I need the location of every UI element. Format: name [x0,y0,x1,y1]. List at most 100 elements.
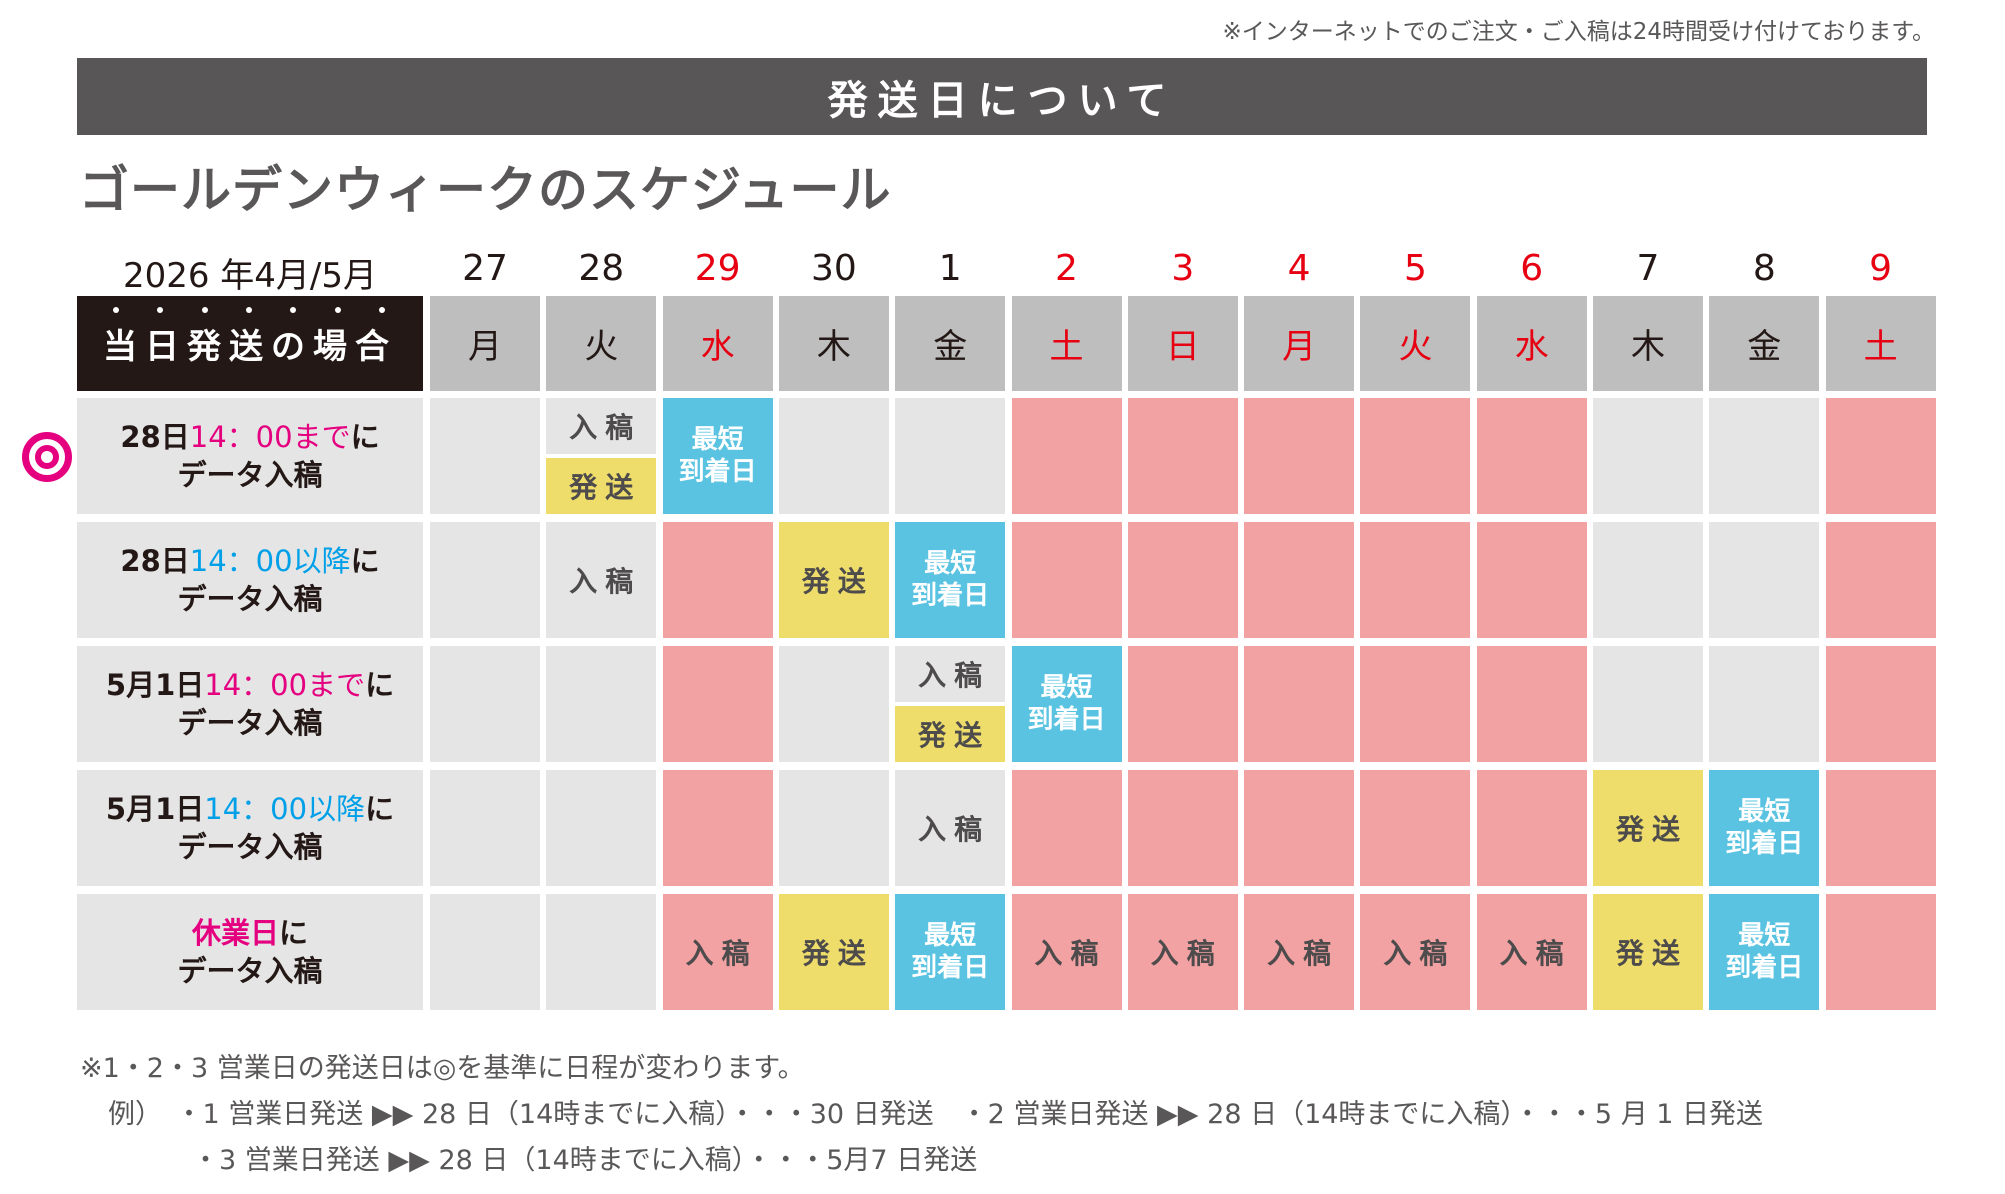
submit-half: 入稿 [546,398,657,454]
date-number: 2 [1055,248,1078,289]
schedule-cell [778,646,889,762]
schedule-cell [1476,770,1587,886]
schedule-cell [430,398,540,514]
date-number: 1 [938,248,962,289]
submit-label: 入稿 [918,659,991,692]
double-circle-marker-icon [22,432,72,482]
schedule-cell: 入稿 発送 [546,398,657,514]
banner-title: 発送日について [827,77,1177,124]
submit-label: 入稿 [918,813,991,846]
label-prefix: 5月1日 [105,792,205,826]
label-highlight: 14：00以降 [189,544,351,578]
schedule-cell [430,770,540,886]
arrival-label-line1: 最短 [1738,797,1791,827]
schedule-cell: 入稿 [895,770,1006,886]
schedule-cell [662,646,773,762]
schedule-cell: 発送 [778,894,889,1010]
ship-label: 発送 [1615,813,1688,846]
arrival-label-line2: 到着日 [678,457,757,487]
schedule-cell [1593,646,1703,762]
schedule-cell [1011,398,1122,514]
label-highlight: 14：00まで [204,668,366,702]
schedule-cell [1360,522,1471,638]
arrival-label-line2: 到着日 [1725,829,1804,859]
ship-half: 発送 [546,458,657,514]
date-number: 7 [1636,248,1660,289]
schedule-cell: 入稿 [1011,894,1122,1010]
period-label: 2026 年4月/5月 [122,256,378,296]
date-number: 5 [1403,248,1427,289]
schedule-cell [1825,894,1936,1010]
date-number: 30 [810,248,857,289]
day-of-week: 木 [1593,296,1703,391]
schedule-cell [1127,770,1238,886]
schedule-cell [1709,522,1820,638]
schedule-cell [430,522,540,638]
schedule-cell [1476,646,1587,762]
schedule-cell: 発送 [1593,894,1703,1010]
arrival-label-line2: 到着日 [1027,705,1106,735]
schedule-cell: 最短 到着日 [662,398,773,514]
schedule-cell [1476,398,1587,514]
schedule-cell [1244,522,1355,638]
schedule-cell [1244,398,1355,514]
row-header-label: 当日発送の場合 [77,296,423,391]
schedule-cell [662,770,773,886]
label-line2: データ入稿 [177,458,323,492]
day-of-week: 土 [1011,296,1122,391]
schedule-cell: 最短 到着日 [1011,646,1122,762]
day-of-week: 日 [1127,296,1238,391]
schedule-cell [1825,646,1936,762]
schedule-cell: 最短 到着日 [895,522,1006,638]
ship-label: 発送 [1615,937,1688,970]
label-suffix: に [365,792,395,826]
schedule-cell: 入稿 [662,894,773,1010]
schedule-cell: 発送 [1593,770,1703,886]
arrival-label-line1: 最短 [924,921,977,951]
label-suffix: に [350,420,380,454]
day-of-week: 火 [546,296,657,391]
label-suffix: に [350,544,380,578]
schedule-row-label: 5月1日14：00以降に データ入稿 [77,770,423,886]
label-line2: データ入稿 [177,830,323,864]
schedule-cell: 入稿 [546,522,657,638]
label-prefix: 5月1日 [105,668,205,702]
submit-label: 入稿 [1150,937,1223,970]
ship-label: 発送 [918,719,991,752]
schedule-cell [778,398,889,514]
label-line2: データ入稿 [177,706,323,740]
submit-label: 入稿 [1034,937,1107,970]
label-suffix: に [365,668,395,702]
schedule-cell [1244,646,1355,762]
submit-label: 入稿 [685,937,758,970]
footnote-line2: 例） ・1 営業日発送 ▶▶ 28 日（14時までに入稿）・・・30 日発送 ・… [108,1099,1764,1130]
date-number: 4 [1287,248,1311,289]
ship-half: 発送 [895,706,1006,762]
schedule-cell [1360,398,1471,514]
submit-half: 入稿 [895,646,1006,702]
schedule-row-label: 28日14：00以降に データ入稿 [77,522,423,638]
schedule-cell [895,398,1006,514]
label-line2: データ入稿 [177,582,323,616]
schedule-cell [1825,398,1936,514]
schedule-cell [1593,398,1703,514]
submit-label: 入稿 [1383,937,1456,970]
schedule-cell: 最短 到着日 [895,894,1006,1010]
date-number: 9 [1869,248,1893,289]
schedule-cell [430,894,540,1010]
schedule-cell [1476,522,1587,638]
date-number: 6 [1520,248,1544,289]
arrival-label-line1: 最短 [924,549,977,579]
schedule-row-label: 28日14：00までに データ入稿 [77,398,423,514]
schedule-cell [1127,522,1238,638]
top-note: ※インターネットでのご注文・ご入稿は24時間受け付けております。 [1222,19,1935,45]
day-of-week: 水 [662,296,773,391]
footnote-line3: ・3 営業日発送 ▶▶ 28 日（14時までに入稿）・・・5月7 日発送 [192,1145,978,1176]
schedule-cell [1709,646,1820,762]
schedule-cell: 入稿 発送 [895,646,1006,762]
schedule-cell: 入稿 [1244,894,1355,1010]
schedule-row-label: 休業日に データ入稿 [77,894,423,1010]
footnote-line1: ※1・2・3 営業日の発送日は◎を基準に日程が変わります。 [80,1053,805,1084]
ship-label: 発送 [801,565,874,598]
schedule-cell: 最短 到着日 [1709,894,1820,1010]
